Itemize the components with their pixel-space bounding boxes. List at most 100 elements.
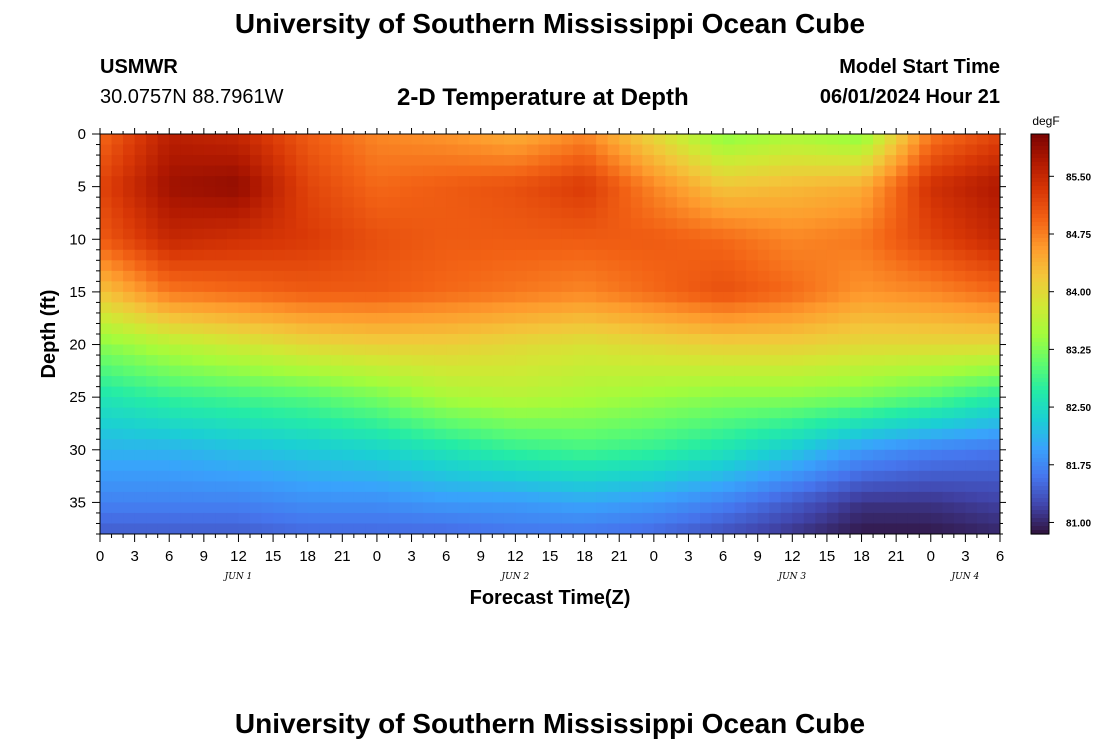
- heatmap-cell: [826, 502, 840, 514]
- heatmap-cell: [896, 334, 909, 346]
- heatmap-cell: [976, 418, 990, 430]
- heatmap-cell: [296, 397, 309, 409]
- heatmap-cell: [319, 270, 332, 282]
- heatmap-cell: [342, 460, 355, 472]
- heatmap-cell: [123, 197, 136, 209]
- heatmap-cell: [792, 207, 805, 219]
- heatmap-cell: [665, 312, 678, 325]
- heatmap-cell: [850, 334, 863, 346]
- heatmap-cell: [111, 397, 124, 409]
- x-tick-label: 6: [442, 548, 450, 565]
- x-tick-label: 12: [230, 548, 247, 565]
- heatmap-cell: [734, 249, 747, 261]
- heatmap-cell: [792, 176, 805, 188]
- heatmap-cell: [630, 407, 643, 419]
- heatmap-cell: [780, 334, 793, 346]
- heatmap-cell: [319, 460, 332, 472]
- heatmap-cell: [676, 491, 690, 504]
- heatmap-cell: [942, 491, 955, 504]
- heatmap-cell: [503, 481, 516, 493]
- heatmap-cell: [215, 134, 228, 146]
- heatmap-cell: [826, 312, 840, 325]
- heatmap-cell: [365, 428, 378, 440]
- heatmap-cell: [100, 249, 113, 261]
- heatmap-cell: [792, 218, 805, 230]
- heatmap-cell: [192, 460, 205, 472]
- heatmap-cell: [676, 460, 690, 472]
- heatmap-cell: [746, 312, 759, 325]
- heatmap-cell: [769, 312, 782, 325]
- heatmap-cell: [157, 312, 170, 325]
- heatmap-cell: [492, 239, 505, 251]
- heatmap-cell: [538, 155, 551, 167]
- heatmap-cell: [400, 218, 413, 230]
- heatmap-cell: [665, 186, 678, 198]
- heatmap-cell: [157, 449, 170, 461]
- heatmap-cell: [342, 449, 355, 461]
- heatmap-cell: [700, 386, 713, 398]
- heatmap-cell: [526, 239, 540, 251]
- heatmap-cell: [919, 512, 932, 525]
- heatmap-cell: [907, 270, 920, 282]
- heatmap-cell: [238, 239, 251, 251]
- colorbar-step: [1031, 378, 1049, 383]
- heatmap-cell: [642, 376, 655, 388]
- heatmap-cell: [503, 344, 516, 356]
- colorbar-step: [1031, 134, 1049, 139]
- heatmap-cell: [100, 418, 113, 430]
- heatmap-cell: [400, 228, 413, 240]
- heatmap-cell: [492, 481, 505, 493]
- heatmap-cell: [180, 344, 193, 356]
- heatmap-cell: [826, 165, 840, 177]
- heatmap-cell: [596, 228, 609, 240]
- heatmap-cell: [965, 197, 978, 209]
- heatmap-cell: [319, 449, 332, 461]
- heatmap-cell: [353, 302, 366, 314]
- heatmap-cell: [515, 344, 528, 356]
- heatmap-cell: [111, 323, 124, 335]
- heatmap-cell: [469, 312, 482, 325]
- heatmap-cell: [584, 470, 597, 482]
- heatmap-cell: [400, 334, 413, 346]
- colorbar-step: [1031, 170, 1049, 175]
- colorbar-step: [1031, 318, 1049, 323]
- heatmap-cell: [192, 407, 205, 419]
- heatmap-cell: [688, 376, 701, 388]
- heatmap-cell: [919, 502, 932, 514]
- heatmap-cell: [400, 144, 413, 156]
- heatmap-cell: [769, 291, 782, 304]
- heatmap-cell: [342, 397, 355, 409]
- heatmap-cell: [146, 386, 159, 398]
- heatmap-cell: [146, 207, 159, 219]
- heatmap-cell: [307, 523, 320, 534]
- heatmap-cell: [250, 365, 263, 377]
- heatmap-cell: [388, 281, 401, 293]
- heatmap-cell: [538, 144, 551, 156]
- heatmap-cell: [111, 144, 124, 156]
- heatmap-cell: [711, 386, 724, 398]
- x-tick-label: 21: [888, 548, 905, 565]
- heatmap-cell: [469, 407, 482, 419]
- heatmap-cell: [550, 418, 563, 430]
- heatmap-cell: [111, 291, 124, 304]
- heatmap-cell: [988, 365, 1000, 377]
- heatmap-cell: [988, 155, 1000, 167]
- heatmap-cell: [873, 418, 886, 430]
- heatmap-cell: [226, 312, 240, 325]
- heatmap-cell: [573, 302, 586, 314]
- heatmap-cell: [930, 249, 943, 261]
- heatmap-cell: [273, 460, 286, 472]
- heatmap-cell: [976, 449, 990, 461]
- heatmap-cell: [976, 386, 990, 398]
- heatmap-cell: [307, 197, 320, 209]
- heatmap-cell: [792, 428, 805, 440]
- heatmap-cell: [780, 260, 793, 272]
- heatmap-cell: [307, 323, 320, 335]
- heatmap-cell: [803, 291, 816, 304]
- heatmap-cell: [480, 281, 493, 293]
- heatmap-cell: [792, 523, 805, 534]
- heatmap-cell: [757, 355, 770, 367]
- heatmap-cell: [642, 312, 655, 325]
- footer-title: University of Southern Mississippi Ocean…: [234, 708, 866, 739]
- heatmap-cell: [619, 365, 632, 377]
